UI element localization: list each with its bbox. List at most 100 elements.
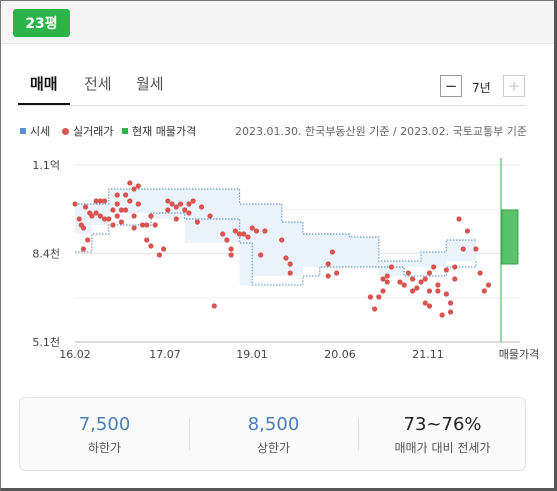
deal-point [241,231,247,237]
deal-point [173,204,179,210]
deal-point [76,216,82,222]
deal-point [262,228,268,234]
deal-point [190,198,196,204]
deal-point [329,249,336,255]
deal-point [211,303,217,309]
deal-point [89,213,95,219]
price-summary-card: 7,500 하한가 8,500 상한가 73~76% 매매가 대비 전세가 [19,397,526,471]
period-decrease-button[interactable]: − [440,75,462,97]
lower-price-label: 하한가 [87,441,122,455]
legend-market: 시세 [20,123,50,139]
deal-point [426,270,433,276]
deal-point [422,300,428,306]
upper-price-stat: 8,500 상한가 [189,398,358,472]
jeonse-ratio-label: 매매가 대비 전세가 [394,441,491,455]
deal-point [97,213,103,219]
price-chart: 1.1억 8.4천 5.1천 16.02 17.07 19.01 20.06 21.11 매물… [32,158,539,361]
tab-sale[interactable]: 매매 [30,75,58,93]
deal-point [135,201,141,207]
y-tick-label: 1.1억 [32,159,60,172]
deal-point [161,246,167,252]
deal-point [376,294,382,300]
deal-point [127,180,133,186]
deal-point [110,207,116,213]
deal-point [325,273,331,279]
deal-point [426,288,433,294]
deal-point [410,276,416,282]
deal-point [72,201,78,207]
deal-point [127,198,133,204]
deal-point [135,183,141,189]
lower-price-value: 7,500 [78,414,131,435]
deal-point [80,225,87,231]
legend-listings-label: 현재 매물가격 [132,125,197,138]
deal-point [106,216,112,222]
area-size-badge[interactable]: 23평 [13,9,70,37]
jeonse-ratio-value: 73~76% [403,414,482,435]
x-tick-label: 매물가격 [499,348,539,361]
upper-price-label: 상한가 [256,441,291,455]
deal-point [435,282,441,288]
tab-jeonse[interactable]: 전세 [84,75,112,93]
listing-price-bar [501,209,519,265]
deal-point [283,255,289,261]
deal-point [144,237,150,243]
active-tab-underline [18,103,70,105]
deal-point [473,246,479,252]
deal-point [199,204,205,210]
legend-listings-swatch [122,128,128,134]
deal-point [165,207,171,213]
deal-point [443,291,449,297]
deal-point [380,276,386,282]
deal-point [452,276,458,282]
deal-point [131,225,137,231]
deal-point [258,252,264,258]
deal-point [80,246,87,252]
deal-point [186,201,192,207]
deal-point [152,222,158,228]
deal-point [384,273,390,279]
tabs-divider [18,105,526,106]
deal-point [224,237,230,243]
deal-point [82,204,89,210]
deal-point [464,228,471,234]
deal-point [249,225,255,231]
market-price-lower-line [75,212,477,286]
deal-point [422,276,428,282]
deal-point [401,282,407,288]
deal-point [207,213,213,219]
deal-point [287,270,293,276]
deal-point [431,264,437,270]
deal-point [456,216,462,222]
market-price-band [75,189,476,285]
deal-point [139,222,146,228]
x-tick-label: 17.07 [149,348,181,361]
deal-point [186,210,192,216]
deal-point [334,270,340,276]
deal-point [443,267,449,273]
deal-point [245,234,251,240]
deal-point [325,261,331,267]
deal-point [481,288,487,294]
x-tick-label: 21.11 [412,348,444,361]
legend-deals-swatch [62,127,69,135]
deal-point [397,279,403,285]
deal-point [372,306,378,312]
deal-point [173,216,179,222]
deal-point [410,288,416,294]
deal-point [165,198,171,204]
deal-point [123,192,129,198]
deal-point [131,213,137,219]
deal-point [148,243,154,249]
deal-point [388,264,395,270]
deal-point [485,282,492,288]
deal-point [287,261,293,267]
period-increase-button[interactable]: + [503,75,525,97]
market-price-upper-line [75,188,476,262]
deal-point [156,252,162,258]
y-tick-label: 8.4천 [32,247,60,261]
deal-point [101,216,108,222]
tab-monthly-rent[interactable]: 월세 [136,75,164,93]
deal-point [144,222,150,228]
deal-point [405,270,411,276]
